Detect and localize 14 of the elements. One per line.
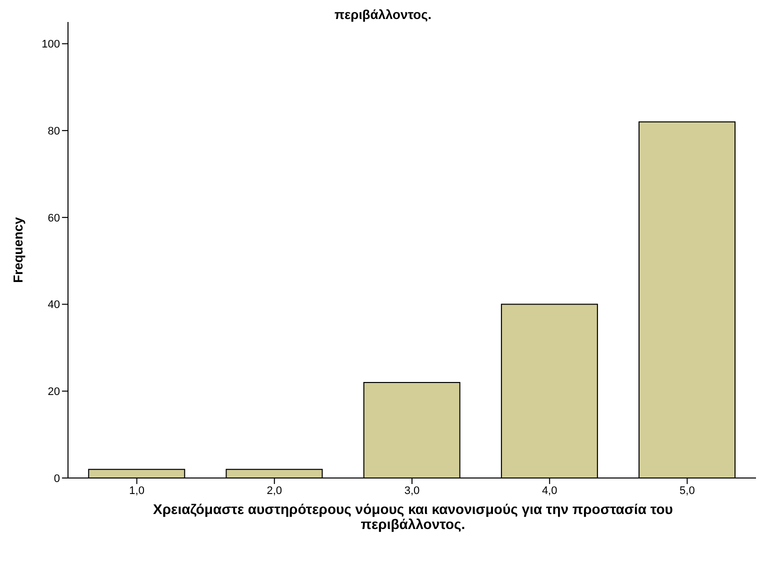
chart-title: περιβάλλοντος. xyxy=(334,7,432,22)
x-tick-label: 2,0 xyxy=(266,484,282,497)
x-tick-label: 4,0 xyxy=(542,484,558,497)
y-tick-label: 60 xyxy=(48,212,60,224)
x-axis-title: Χρειαζόμαστε αυστηρότερους νόμους και κανονισμούς για την προστασία του περιβάλλοντος. xyxy=(152,501,674,532)
x-tick-label: 1,0 xyxy=(129,484,144,497)
y-tick-label: 100 xyxy=(42,38,60,51)
x-tick-label: 5,0 xyxy=(680,484,695,497)
y-tick-label: 80 xyxy=(48,125,60,138)
y-tick-label: 40 xyxy=(48,299,60,312)
x-tick-label: 3,0 xyxy=(404,484,420,497)
y-tick-label: 0 xyxy=(54,472,60,485)
y-axis-title: Frequency xyxy=(10,216,26,283)
y-tick-label: 20 xyxy=(48,386,60,398)
